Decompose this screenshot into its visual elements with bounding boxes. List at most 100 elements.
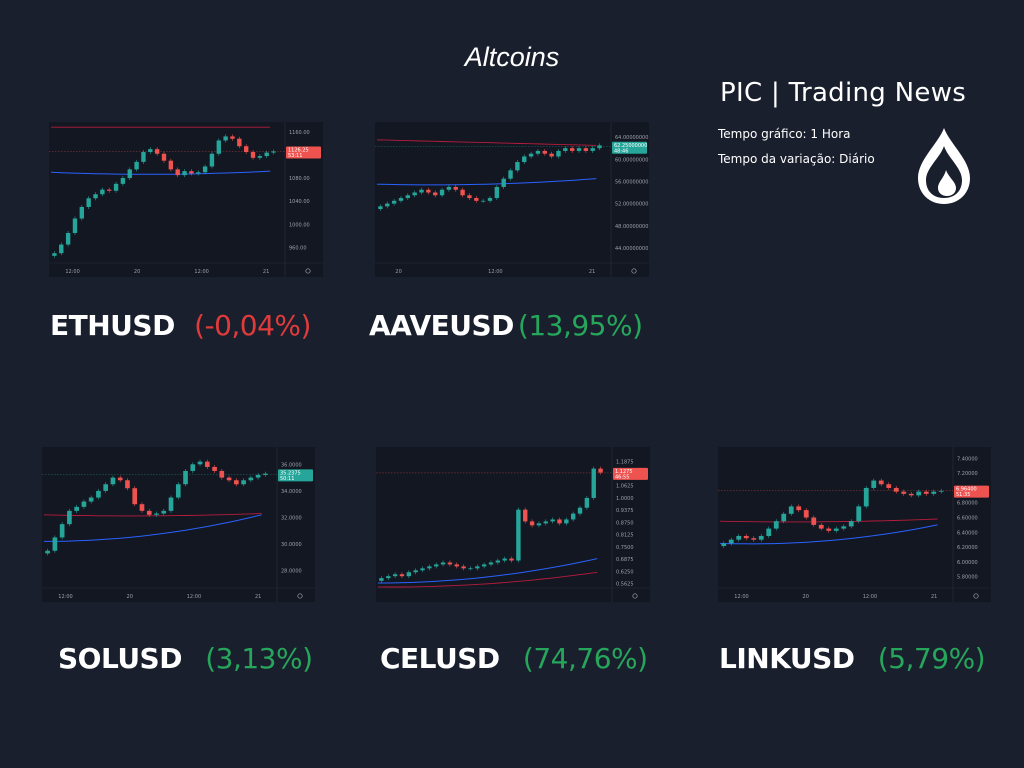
candle bbox=[556, 148, 561, 159]
candle bbox=[59, 522, 65, 540]
aaveusd-candles: 64.00000000 60.00000000 56.00000000 52.0000… bbox=[375, 122, 649, 277]
candle bbox=[234, 478, 239, 487]
candle bbox=[475, 564, 480, 571]
candle bbox=[818, 522, 824, 531]
candle bbox=[154, 147, 160, 156]
y-tick-label: 28.0000 bbox=[281, 569, 302, 575]
x-tick-label: 20 bbox=[127, 594, 133, 600]
candle bbox=[255, 472, 261, 480]
candle bbox=[557, 517, 562, 526]
candle bbox=[65, 230, 71, 247]
candle bbox=[923, 489, 929, 496]
candle bbox=[45, 548, 50, 556]
candle bbox=[542, 148, 547, 156]
chart-settings-icon[interactable] bbox=[973, 593, 979, 599]
candle bbox=[379, 576, 384, 583]
candle bbox=[856, 504, 862, 524]
candle bbox=[420, 566, 425, 573]
chart-settings-icon[interactable] bbox=[297, 593, 303, 599]
candle bbox=[81, 499, 87, 509]
y-tick-label: 64.00000000 bbox=[615, 135, 648, 141]
candle bbox=[811, 515, 817, 527]
candle bbox=[237, 136, 242, 149]
candle bbox=[938, 488, 944, 494]
candle bbox=[781, 511, 787, 524]
aaveusd-chart[interactable]: 64.00000000 60.00000000 56.00000000 52.0000… bbox=[375, 122, 649, 277]
solusd-label: SOLUSD (3,13%) bbox=[58, 642, 313, 675]
candle bbox=[766, 526, 772, 538]
candle bbox=[52, 251, 57, 258]
y-tick-label: 5.80000 bbox=[957, 575, 978, 581]
solusd-candles: 36.0000 34.0000 32.0000 30.0000 28.0000 12:00… bbox=[42, 447, 315, 602]
candle bbox=[523, 507, 528, 524]
x-tick-label: 12:00 bbox=[194, 269, 208, 275]
ethusd-chart[interactable]: 1160.00 1080.00 1040.00 1000.00 960.00 12:00 2… bbox=[49, 122, 323, 277]
candle bbox=[243, 144, 249, 155]
candle bbox=[161, 508, 167, 516]
y-tick-label: 1160.00 bbox=[289, 130, 310, 136]
candle bbox=[863, 485, 869, 509]
candle bbox=[202, 164, 208, 175]
change-percent: (74,76%) bbox=[522, 642, 648, 675]
candle bbox=[536, 521, 542, 528]
candle bbox=[419, 187, 424, 195]
candle bbox=[52, 535, 58, 553]
linkusd-chart[interactable]: 7.400007.200007.000006.800006.600006.400… bbox=[718, 447, 991, 602]
candle bbox=[453, 184, 458, 192]
solusd-chart[interactable]: 36.0000 34.0000 32.0000 30.0000 28.0000 12:00… bbox=[42, 447, 315, 602]
candle bbox=[591, 466, 596, 500]
candle bbox=[529, 519, 535, 528]
candle bbox=[871, 478, 877, 490]
candle bbox=[728, 537, 734, 546]
y-tick-label: 60.00000000 bbox=[615, 157, 648, 163]
symbol: ETHUSD bbox=[50, 309, 175, 342]
aaveusd-label: AAVEUSD (13,95%) bbox=[369, 309, 643, 342]
moving-average-red bbox=[377, 571, 598, 588]
candle bbox=[454, 562, 459, 569]
y-tick-label: 52.00000000 bbox=[615, 202, 648, 208]
candle bbox=[570, 511, 576, 522]
candle bbox=[597, 143, 602, 151]
x-tick-label: 12:00 bbox=[863, 594, 877, 600]
chart-settings-icon[interactable] bbox=[631, 268, 637, 274]
candle bbox=[148, 147, 153, 155]
candle bbox=[271, 149, 276, 155]
candle bbox=[67, 508, 72, 527]
candle bbox=[399, 572, 405, 579]
x-tick-label: 12:00 bbox=[488, 269, 502, 275]
moving-average-blue bbox=[376, 178, 597, 186]
candle bbox=[59, 242, 64, 256]
symbol: AAVEUSD bbox=[369, 309, 514, 342]
candle bbox=[96, 488, 101, 500]
candle bbox=[803, 508, 809, 520]
celusd-chart[interactable]: 1.1875 1.0625 1.0000 0.9375 0.8750 0.8125 0.75… bbox=[376, 447, 650, 602]
candle bbox=[480, 198, 486, 203]
candle bbox=[501, 176, 506, 189]
chart-settings-icon[interactable] bbox=[305, 268, 311, 274]
candle bbox=[773, 519, 779, 531]
candle bbox=[563, 146, 568, 153]
brand-name: PIC | Trading News bbox=[720, 78, 967, 108]
svg-text:53:11: 53:11 bbox=[288, 153, 302, 159]
candle bbox=[550, 517, 555, 524]
candle bbox=[168, 495, 174, 513]
candle bbox=[230, 134, 235, 141]
y-tick-label: 1040.00 bbox=[289, 199, 310, 205]
candle bbox=[577, 505, 583, 516]
x-tick-label: 21 bbox=[263, 269, 269, 275]
candle bbox=[175, 167, 180, 178]
linkusd-candles: 7.400007.200007.000006.800006.600006.400… bbox=[718, 447, 991, 602]
y-tick-label: 0.5625 bbox=[616, 582, 634, 588]
candle bbox=[413, 568, 418, 575]
chart-settings-icon[interactable] bbox=[632, 593, 638, 599]
candle bbox=[141, 150, 146, 164]
y-tick-label: 44.00000000 bbox=[615, 246, 648, 252]
candle bbox=[175, 482, 181, 500]
candle bbox=[590, 146, 595, 153]
candle bbox=[788, 504, 794, 516]
candle bbox=[183, 468, 188, 487]
candle bbox=[427, 564, 432, 571]
